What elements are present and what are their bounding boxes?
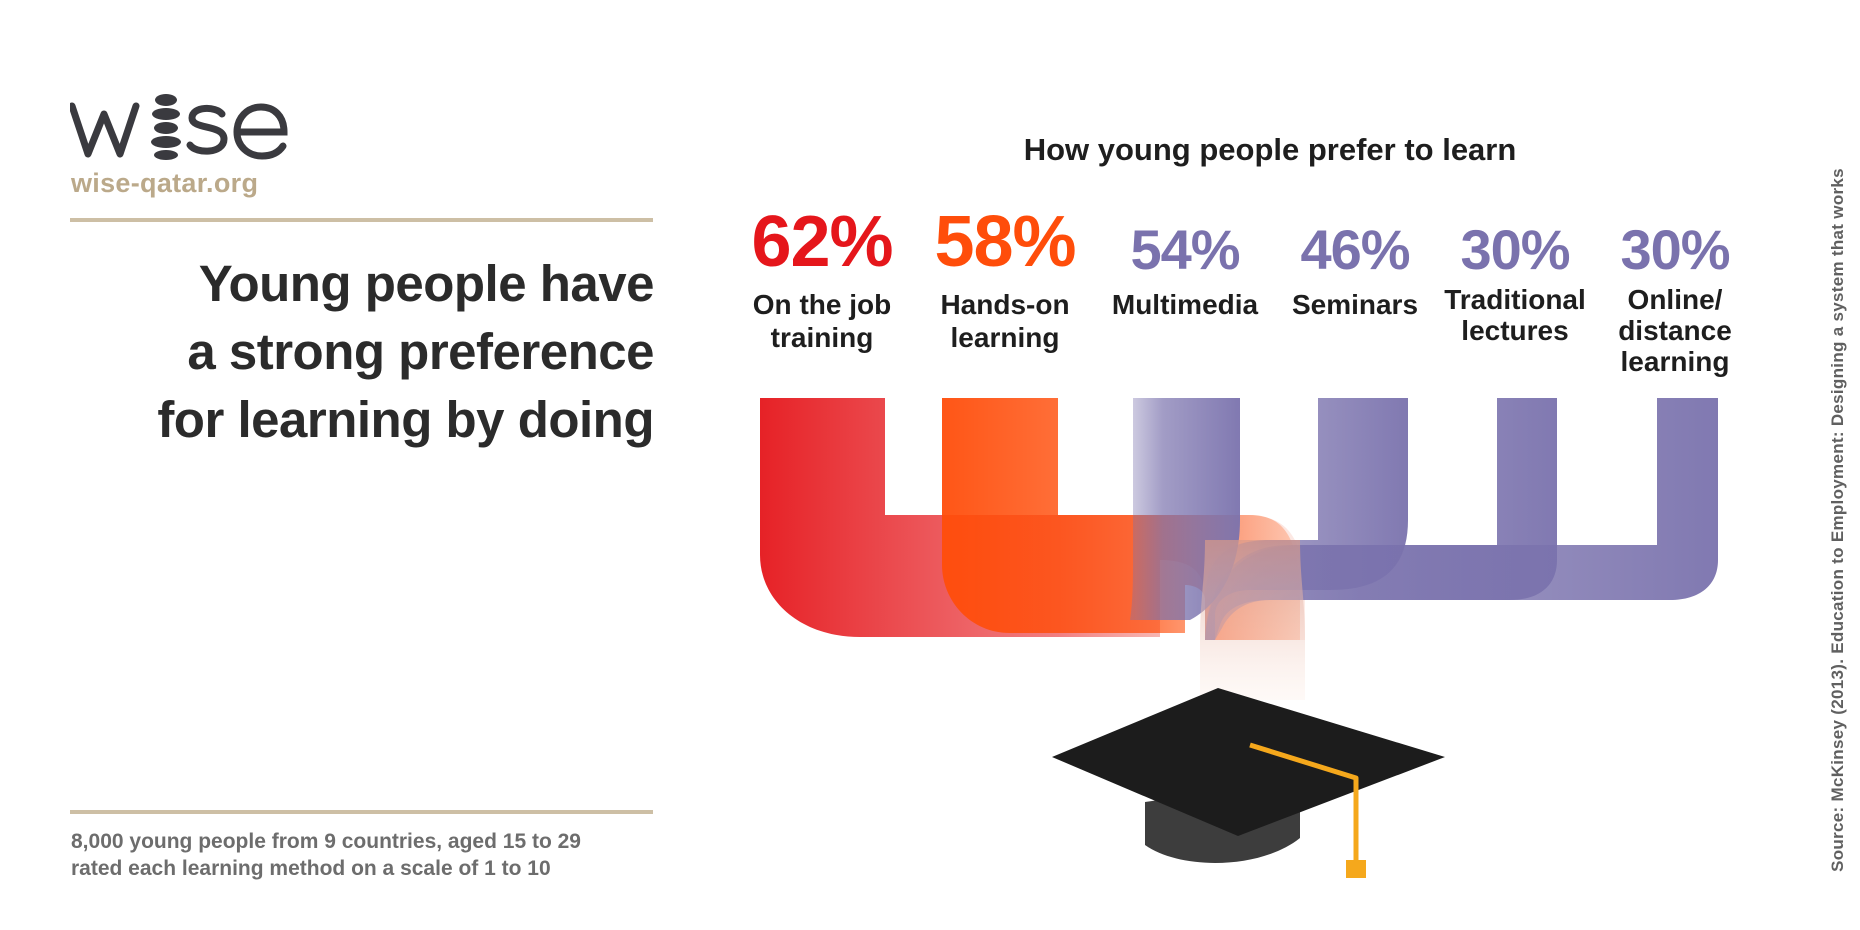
survey-note-line: 8,000 young people from 9 countries, age…: [71, 830, 581, 853]
category-label: On the job training: [737, 288, 907, 354]
category-label-line: distance: [1618, 315, 1732, 346]
value-label: 62%: [751, 202, 893, 282]
divider-top: [70, 218, 653, 222]
category-label-line: learning: [950, 322, 1060, 353]
value-label: 58%: [934, 202, 1076, 282]
category-label-line: learning: [1620, 346, 1730, 377]
category-label: Traditional lectures: [1430, 284, 1600, 346]
source-note: Source: McKinsey (2013). Education to Em…: [1828, 168, 1847, 872]
converging-stem: [1200, 540, 1305, 700]
category-label: Online/ distance learning: [1590, 284, 1760, 377]
category-label-line: Multimedia: [1111, 289, 1259, 320]
value-label: 54%: [1130, 218, 1240, 281]
category-label-line: Seminars: [1291, 289, 1419, 320]
category-label: Hands-on learning: [920, 288, 1090, 354]
category-column-hands-on: 58% Hands-on learning: [920, 200, 1090, 354]
category-label-line: Hands-on: [940, 289, 1070, 320]
survey-note: 8,000 young people from 9 countries, age…: [71, 828, 581, 882]
value-label: 30%: [1620, 218, 1730, 281]
divider-bottom: [70, 810, 653, 814]
category-label-line: Online/: [1627, 284, 1723, 315]
category-label: Seminars: [1270, 288, 1440, 321]
category-label-line: training: [770, 322, 874, 353]
category-label-line: Traditional: [1444, 284, 1586, 315]
site-url[interactable]: wise-qatar.org: [71, 168, 259, 198]
headline: Young people have a strong preference fo…: [70, 250, 654, 454]
category-label-line: lectures: [1461, 315, 1569, 346]
headline-line: for learning by doing: [157, 391, 654, 448]
category-label: Multimedia: [1100, 288, 1270, 321]
headline-line: a strong preference: [187, 323, 654, 380]
graduation-cap-icon: [1052, 688, 1445, 878]
value-label: 30%: [1460, 218, 1570, 281]
category-column-online-distance: 30% Online/ distance learning: [1590, 200, 1760, 378]
category-column-seminars: 46% Seminars: [1270, 200, 1440, 321]
survey-note-line: rated each learning method on a scale of…: [71, 857, 551, 880]
category-column-multimedia: 54% Multimedia: [1100, 200, 1270, 321]
value-label: 46%: [1300, 218, 1410, 281]
category-column-on-the-job: 62% On the job training: [737, 200, 907, 354]
pipe-online-distance: [1205, 398, 1718, 640]
wise-logo: [70, 94, 288, 160]
category-column-traditional-lectures: 30% Traditional lectures: [1430, 200, 1600, 347]
category-label-line: On the job: [752, 289, 892, 320]
chart-title: How young people prefer to learn: [1023, 132, 1517, 167]
headline-line: Young people have: [198, 255, 655, 312]
